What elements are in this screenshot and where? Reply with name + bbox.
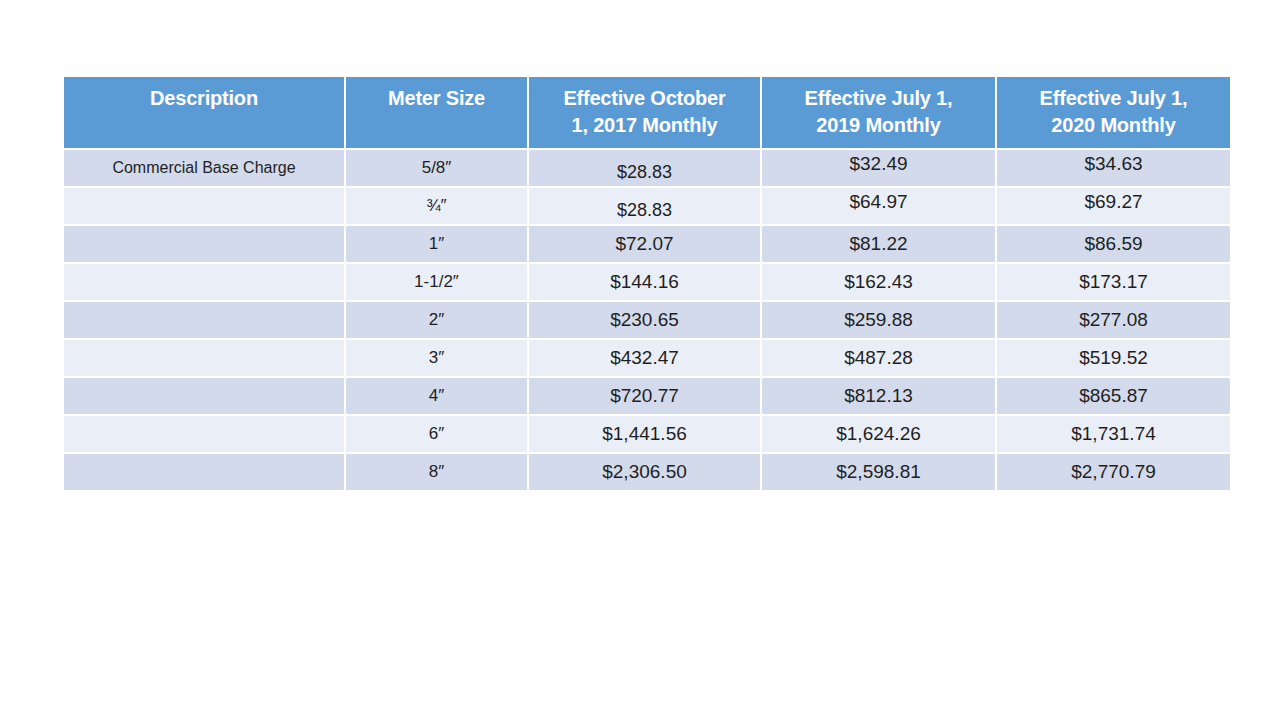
cell-meter-size: 6″ — [345, 415, 528, 453]
cell-rate-2017: $720.77 — [528, 377, 761, 415]
column-header-rate-2020: Effective July 1, 2020 Monthly — [996, 76, 1231, 149]
cell-rate-2020: $1,731.74 — [996, 415, 1231, 453]
table-row: 4″$720.77$812.13$865.87 — [63, 377, 1231, 415]
cell-rate-2017: $28.83 — [528, 187, 761, 225]
commercial-base-charge-table: DescriptionMeter SizeEffective October 1… — [62, 75, 1232, 492]
cell-rate-2020: $277.08 — [996, 301, 1231, 339]
cell-rate-2019: $2,598.81 — [761, 453, 996, 491]
cell-rate-2017: $72.07 — [528, 225, 761, 263]
cell-rate-2020: $173.17 — [996, 263, 1231, 301]
cell-description — [63, 453, 345, 491]
cell-rate-2019: $32.49 — [761, 149, 996, 187]
cell-meter-size: 1-1/2″ — [345, 263, 528, 301]
table-row: 1-1/2″$144.16$162.43$173.17 — [63, 263, 1231, 301]
table-row: 2″$230.65$259.88$277.08 — [63, 301, 1231, 339]
cell-meter-size: 2″ — [345, 301, 528, 339]
cell-rate-2019: $81.22 — [761, 225, 996, 263]
cell-rate-2020: $69.27 — [996, 187, 1231, 225]
cell-rate-2020: $2,770.79 — [996, 453, 1231, 491]
cell-meter-size: 3″ — [345, 339, 528, 377]
cell-rate-2017: $230.65 — [528, 301, 761, 339]
cell-rate-2019: $812.13 — [761, 377, 996, 415]
table-row: 1″$72.07$81.22$86.59 — [63, 225, 1231, 263]
column-header-meter-size: Meter Size — [345, 76, 528, 149]
cell-rate-2019: $487.28 — [761, 339, 996, 377]
cell-meter-size: 5/8″ — [345, 149, 528, 187]
header-row: DescriptionMeter SizeEffective October 1… — [63, 76, 1231, 149]
cell-description — [63, 377, 345, 415]
cell-description — [63, 415, 345, 453]
slide-canvas: DescriptionMeter SizeEffective October 1… — [0, 0, 1280, 720]
cell-meter-size: 8″ — [345, 453, 528, 491]
cell-rate-2019: $259.88 — [761, 301, 996, 339]
cell-description — [63, 263, 345, 301]
cell-rate-2017: $432.47 — [528, 339, 761, 377]
table-body: Commercial Base Charge5/8″$28.83$32.49$3… — [63, 149, 1231, 491]
cell-meter-size: 4″ — [345, 377, 528, 415]
cell-description — [63, 301, 345, 339]
cell-rate-2020: $86.59 — [996, 225, 1231, 263]
cell-rate-2017: $28.83 — [528, 149, 761, 187]
cell-rate-2017: $144.16 — [528, 263, 761, 301]
cell-description: Commercial Base Charge — [63, 149, 345, 187]
cell-rate-2017: $1,441.56 — [528, 415, 761, 453]
table-row: 8″$2,306.50$2,598.81$2,770.79 — [63, 453, 1231, 491]
cell-meter-size: 1″ — [345, 225, 528, 263]
cell-description — [63, 187, 345, 225]
cell-rate-2020: $519.52 — [996, 339, 1231, 377]
cell-rate-2019: $64.97 — [761, 187, 996, 225]
cell-rate-2019: $1,624.26 — [761, 415, 996, 453]
cell-description — [63, 339, 345, 377]
cell-rate-2020: $34.63 — [996, 149, 1231, 187]
table-row: 3″$432.47$487.28$519.52 — [63, 339, 1231, 377]
table-row: Commercial Base Charge5/8″$28.83$32.49$3… — [63, 149, 1231, 187]
cell-rate-2019: $162.43 — [761, 263, 996, 301]
cell-meter-size: ¾″ — [345, 187, 528, 225]
table-row: 6″$1,441.56$1,624.26$1,731.74 — [63, 415, 1231, 453]
column-header-rate-2017: Effective October 1, 2017 Monthly — [528, 76, 761, 149]
cell-description — [63, 225, 345, 263]
table-row: ¾″$28.83$64.97$69.27 — [63, 187, 1231, 225]
cell-rate-2017: $2,306.50 — [528, 453, 761, 491]
column-header-description: Description — [63, 76, 345, 149]
column-header-rate-2019: Effective July 1, 2019 Monthly — [761, 76, 996, 149]
cell-rate-2020: $865.87 — [996, 377, 1231, 415]
